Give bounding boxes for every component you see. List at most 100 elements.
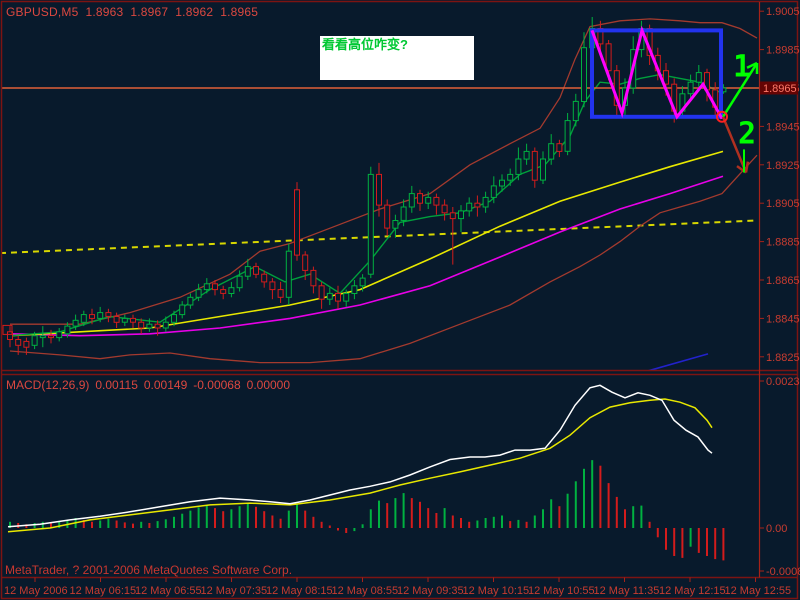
candle-body xyxy=(105,312,112,317)
candle-body xyxy=(367,173,374,275)
candle-body xyxy=(523,150,530,160)
candle-body xyxy=(179,304,186,316)
candle-body xyxy=(97,312,104,319)
price-label: 1.8985 xyxy=(766,45,800,57)
candle-body xyxy=(228,287,235,295)
candle-body xyxy=(56,331,63,339)
lower-band-line xyxy=(9,154,758,364)
scenario-1-label[interactable]: 1 xyxy=(733,50,751,85)
time-label: 12 May 09:35 xyxy=(397,585,464,597)
price-label: 1.9005 xyxy=(766,6,800,18)
candle-body xyxy=(236,275,243,289)
high-value: 1.8967 xyxy=(130,5,169,19)
candle-body xyxy=(212,283,218,291)
candle-body xyxy=(499,179,505,187)
candle-body xyxy=(203,283,210,291)
candle-body xyxy=(64,325,71,335)
candle-body xyxy=(253,266,259,275)
candle-body xyxy=(687,81,694,95)
mid-ma-line xyxy=(9,150,724,337)
left-edge-marker[interactable] xyxy=(2,324,13,335)
current-price-value: 1.8965 xyxy=(763,83,797,95)
candle-body xyxy=(113,316,120,323)
candle-body xyxy=(294,189,300,256)
macd-value-4: 0.00000 xyxy=(246,378,291,392)
breakout-circle[interactable] xyxy=(716,110,728,123)
dashed-trendline[interactable] xyxy=(0,219,758,255)
macd-value-2: 0.00149 xyxy=(143,378,188,392)
price-label: 1.8945 xyxy=(766,121,800,133)
candle-body xyxy=(277,289,284,298)
blue-trend-segment[interactable] xyxy=(646,353,709,371)
price-axis[interactable]: 1.9005 1.8985 1.8965 1.8945 1.8925 1.8905 1.88… xyxy=(759,6,800,364)
macd-axis-label: 0.00 xyxy=(766,523,787,535)
macd-axis-label: 0.00236 xyxy=(766,376,800,388)
candle-body xyxy=(548,143,555,160)
candle-body xyxy=(392,220,399,229)
current-price-badge xyxy=(760,81,798,95)
candle-body xyxy=(310,269,317,287)
candle-body xyxy=(72,319,79,327)
time-label: 12 May 11:35 xyxy=(594,585,660,597)
candle-body xyxy=(154,323,161,329)
macd-indicator-label: MACD(12,26,9) 0.00115 0.00149 -0.00068 0.000… xyxy=(6,378,296,392)
close-value: 1.8965 xyxy=(220,5,259,19)
annotation-box[interactable]: 看看高位咋变? xyxy=(320,36,474,80)
candle-body xyxy=(466,202,473,212)
price-label: 1.8865 xyxy=(766,275,800,287)
candle-body xyxy=(695,72,702,83)
time-label: 12 May 08:55 xyxy=(332,585,399,597)
copyright-text: MetaTrader, ? 2001-2006 MetaQuotes Softw… xyxy=(5,563,293,577)
consolidation-box[interactable] xyxy=(590,28,723,119)
macd-value-1: 0.00115 xyxy=(95,378,138,392)
candle-body xyxy=(121,317,128,323)
scenario-2-label[interactable]: 2 xyxy=(738,117,756,152)
low-value: 1.8962 xyxy=(175,5,214,19)
candle-body xyxy=(335,292,341,302)
macd-value-3: -0.00068 xyxy=(193,378,241,392)
candle-body xyxy=(540,158,546,181)
candle-body xyxy=(326,292,333,300)
time-label: 12 May 06:15 xyxy=(70,585,137,597)
time-label: 12 May 07:35 xyxy=(201,585,268,597)
time-label: 12 May 06:55 xyxy=(135,585,202,597)
price-label: 1.8925 xyxy=(766,160,800,172)
candle-body xyxy=(48,335,54,339)
candle-body xyxy=(23,340,30,348)
candle-body xyxy=(31,335,38,346)
main-chart-panel[interactable]: 12 xyxy=(0,17,759,371)
candle-body xyxy=(384,204,391,229)
candle-body xyxy=(146,323,153,329)
zigzag-line[interactable] xyxy=(590,25,724,120)
candle-body xyxy=(15,339,22,346)
candle-body xyxy=(408,193,415,208)
time-label: 12 May 2006 xyxy=(4,585,68,597)
candle-body xyxy=(441,204,448,214)
time-label: 12 May 10:55 xyxy=(528,585,595,597)
candle-body xyxy=(425,196,432,204)
candle-body xyxy=(89,314,95,319)
candle-body xyxy=(39,335,46,339)
candle-body xyxy=(474,202,481,208)
price-label: 1.8905 xyxy=(766,198,800,210)
candle-body xyxy=(285,250,292,298)
candle-body xyxy=(244,266,251,277)
time-label: 12 May 10:15 xyxy=(463,585,530,597)
annotation-text: 看看高位咋变? xyxy=(322,37,408,52)
upper-band-line xyxy=(10,18,758,325)
candle-body xyxy=(556,143,563,152)
scenario-1-arrow[interactable] xyxy=(721,61,759,118)
candle-body xyxy=(458,210,464,220)
candle-body xyxy=(7,331,13,340)
candle-body xyxy=(80,314,87,323)
price-label: 1.8825 xyxy=(766,352,800,364)
candle-body xyxy=(269,281,276,291)
candle-body xyxy=(449,212,456,220)
macd-panel[interactable] xyxy=(7,384,725,561)
time-label: 12 May 12:55 xyxy=(725,585,792,597)
price-label: 1.8845 xyxy=(766,313,800,325)
